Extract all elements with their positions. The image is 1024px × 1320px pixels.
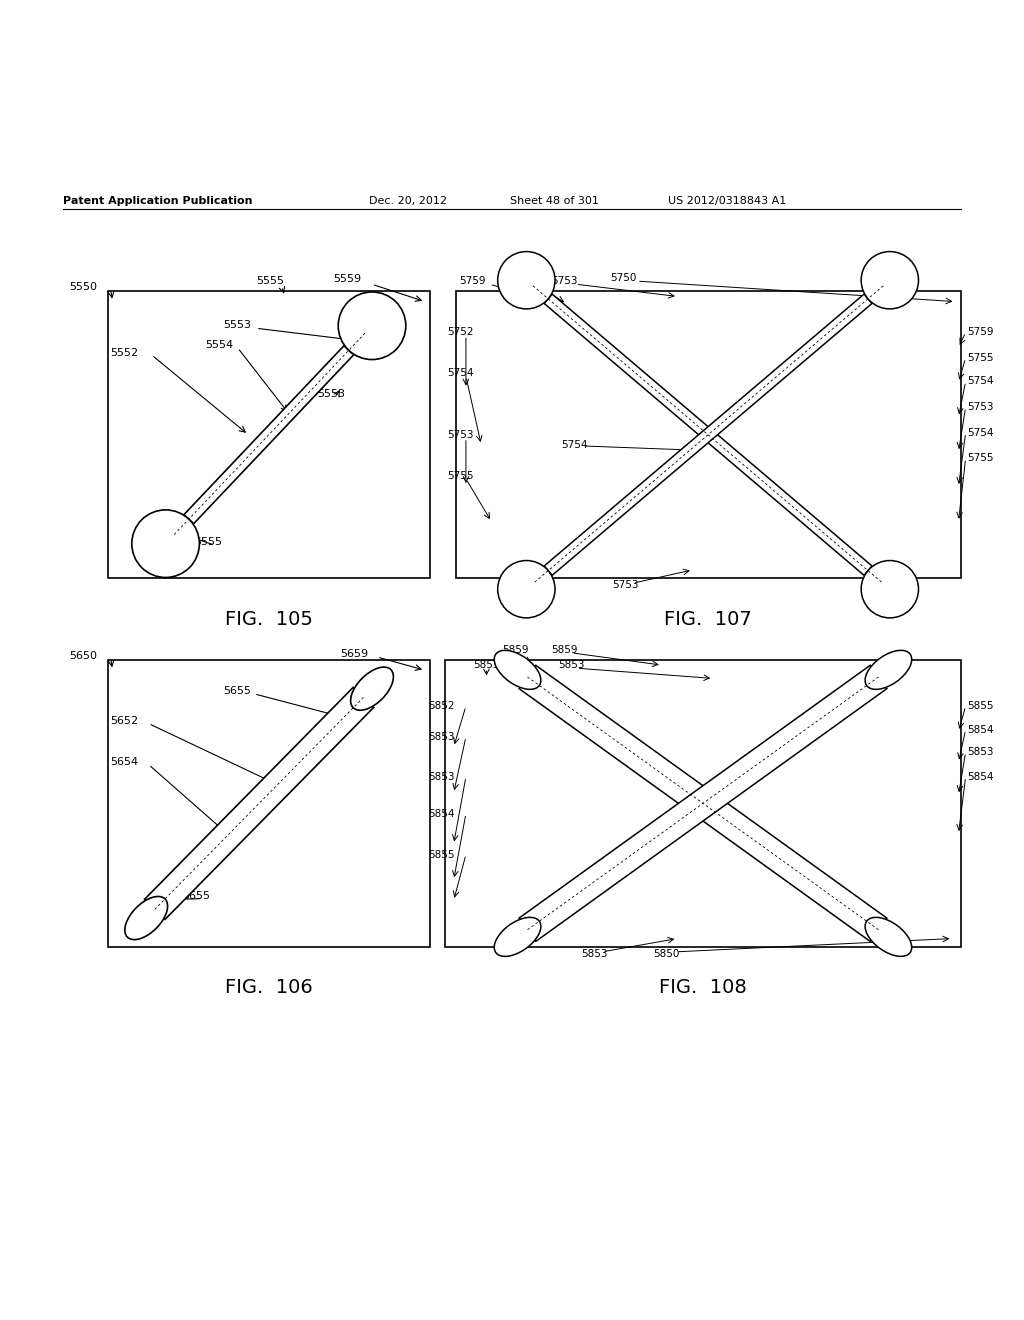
Bar <box>456 292 961 578</box>
Text: 5550: 5550 <box>70 282 97 292</box>
Text: 5554: 5554 <box>205 339 232 350</box>
Text: 5555: 5555 <box>195 537 222 548</box>
Text: 5855: 5855 <box>428 850 455 859</box>
Text: 5753: 5753 <box>612 581 639 590</box>
Text: 5553: 5553 <box>317 389 345 399</box>
Ellipse shape <box>350 667 393 710</box>
Text: 5655: 5655 <box>223 685 251 696</box>
Text: FIG.  106: FIG. 106 <box>225 978 312 997</box>
Text: Sheet 48 of 301: Sheet 48 of 301 <box>510 197 599 206</box>
Polygon shape <box>184 346 353 524</box>
Ellipse shape <box>125 896 168 940</box>
Text: 5755: 5755 <box>968 352 994 363</box>
Text: US 2012/0318843 A1: US 2012/0318843 A1 <box>668 197 785 206</box>
Circle shape <box>861 252 919 309</box>
Text: 5853: 5853 <box>968 747 994 758</box>
Circle shape <box>498 252 555 309</box>
Text: 5753: 5753 <box>551 276 578 286</box>
Text: 5850: 5850 <box>653 949 680 958</box>
Text: 5854: 5854 <box>517 673 544 684</box>
Text: 5754: 5754 <box>447 368 474 379</box>
Text: 5752: 5752 <box>447 327 474 338</box>
Text: 5753: 5753 <box>968 403 994 412</box>
Polygon shape <box>519 665 887 941</box>
Bar <box>445 660 961 946</box>
Text: FIG.  108: FIG. 108 <box>659 978 746 997</box>
Ellipse shape <box>495 917 541 957</box>
Text: 5853: 5853 <box>428 772 455 781</box>
Text: 5754: 5754 <box>968 376 994 387</box>
Text: FIG.  105: FIG. 105 <box>225 610 312 628</box>
Text: 5759: 5759 <box>968 327 994 338</box>
Text: 5853: 5853 <box>428 731 455 742</box>
Text: 5854: 5854 <box>968 725 994 735</box>
Polygon shape <box>144 688 374 920</box>
Text: FIG.  107: FIG. 107 <box>665 610 752 628</box>
Text: 5553: 5553 <box>223 321 251 330</box>
Text: 5654: 5654 <box>111 758 138 767</box>
Text: 5759: 5759 <box>459 276 485 286</box>
Text: 5854: 5854 <box>428 809 455 818</box>
Bar <box>108 292 430 578</box>
Polygon shape <box>519 665 887 941</box>
Text: 5754: 5754 <box>561 440 588 450</box>
Text: 5755: 5755 <box>968 453 994 463</box>
Text: 5755: 5755 <box>447 471 474 480</box>
Polygon shape <box>544 294 872 576</box>
Circle shape <box>498 561 555 618</box>
Text: 5655: 5655 <box>182 891 210 900</box>
Text: 5859: 5859 <box>502 644 528 655</box>
Text: Dec. 20, 2012: Dec. 20, 2012 <box>369 197 446 206</box>
Text: 5659: 5659 <box>340 649 368 659</box>
Text: 5555: 5555 <box>256 276 284 286</box>
Ellipse shape <box>865 651 911 689</box>
Circle shape <box>861 561 919 618</box>
Text: 5853: 5853 <box>582 949 608 958</box>
Circle shape <box>132 510 200 577</box>
Text: Patent Application Publication: Patent Application Publication <box>63 197 253 206</box>
Bar <box>108 660 430 946</box>
Text: 5855: 5855 <box>968 701 994 711</box>
Text: 5750: 5750 <box>610 273 637 282</box>
Text: 5852: 5852 <box>428 701 455 711</box>
Circle shape <box>338 292 406 359</box>
Text: 5552: 5552 <box>111 347 138 358</box>
Text: 5755: 5755 <box>505 267 531 277</box>
Text: 5854: 5854 <box>968 772 994 781</box>
Text: 5652: 5652 <box>111 717 138 726</box>
Text: 5650: 5650 <box>70 651 97 661</box>
Polygon shape <box>544 294 872 576</box>
Text: 5754: 5754 <box>968 428 994 438</box>
Text: 5859: 5859 <box>551 644 578 655</box>
Ellipse shape <box>495 651 541 689</box>
Text: 5753: 5753 <box>447 430 474 440</box>
Text: 5853: 5853 <box>558 660 585 671</box>
Text: 5559: 5559 <box>333 275 360 284</box>
Ellipse shape <box>865 917 911 957</box>
Text: 5855: 5855 <box>473 660 500 671</box>
